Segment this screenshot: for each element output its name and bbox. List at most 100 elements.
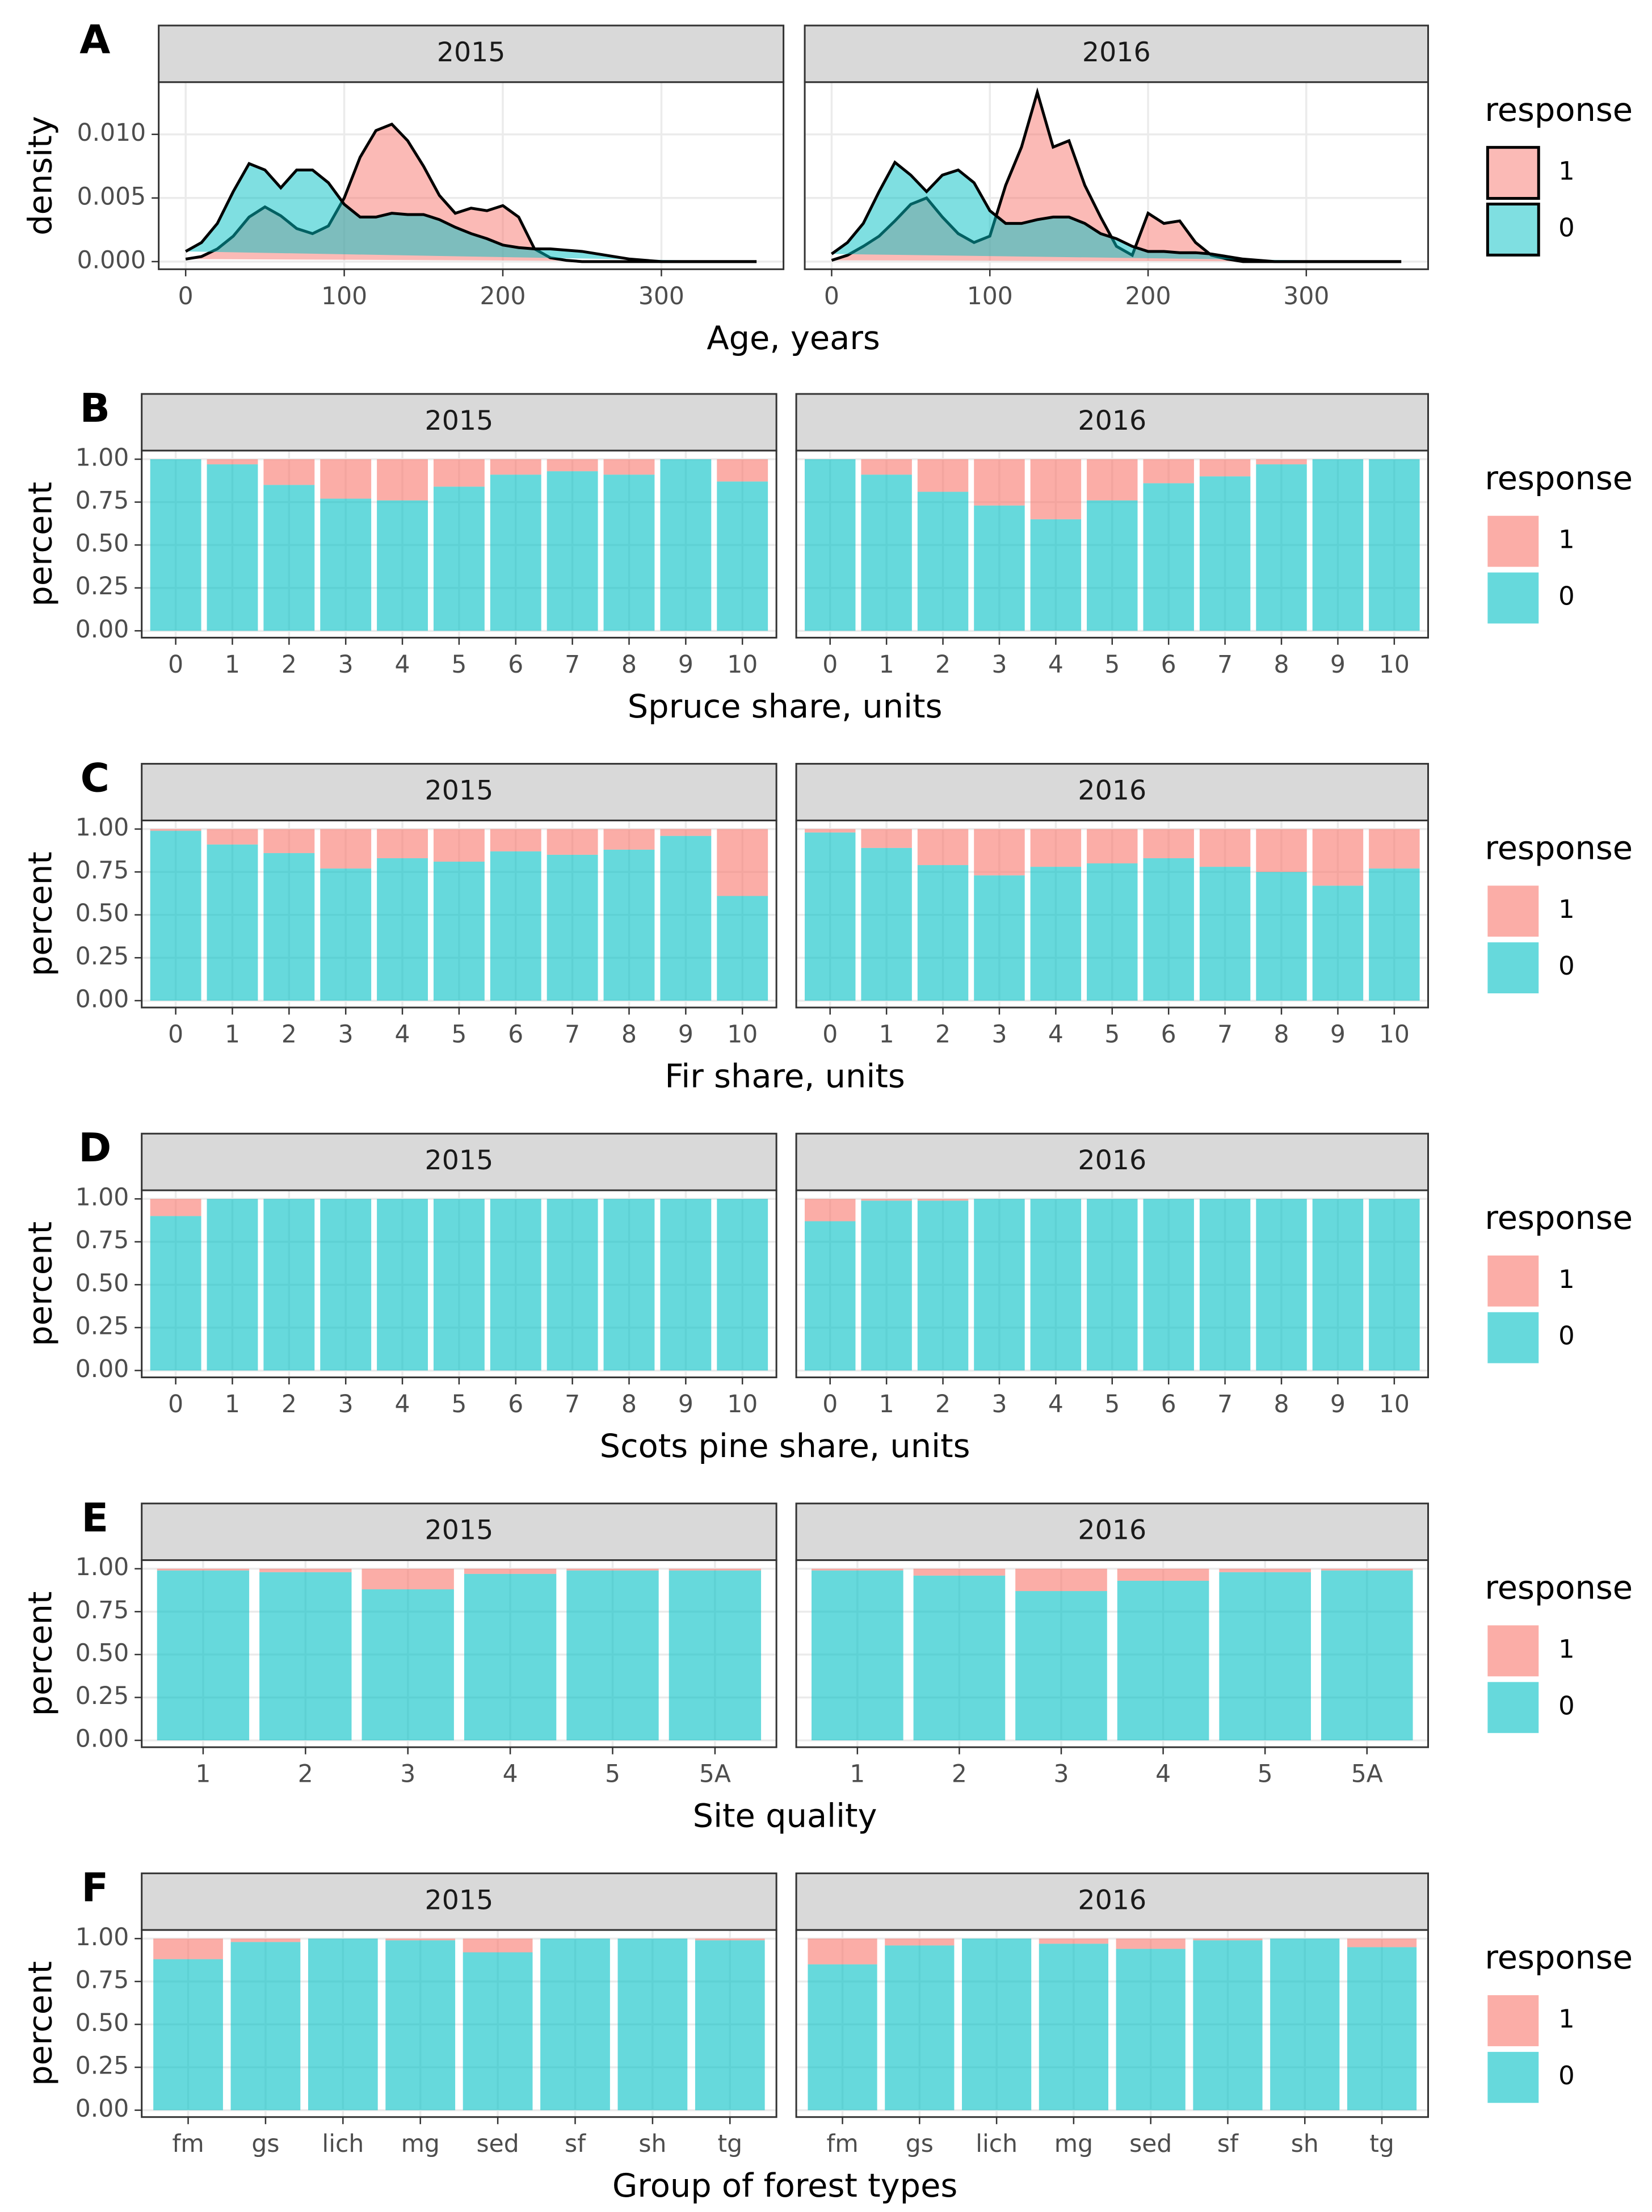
x-tick-label: sf (1217, 2130, 1239, 2158)
x-axis-title: Fir share, units (665, 1057, 905, 1095)
x-tick-label: 5A (699, 1761, 731, 1789)
y-axis-title: density (22, 116, 60, 235)
bar-segment (207, 459, 258, 465)
x-axis-title: Spruce share, units (628, 687, 943, 725)
x-tick-label: gs (906, 2130, 934, 2158)
x-tick-label: 1 (225, 651, 240, 679)
x-tick-label: 5A (1351, 1761, 1383, 1789)
strip-label: 2016 (1078, 775, 1146, 807)
y-tick-label: 0.00 (75, 2095, 129, 2123)
bar-segment (1143, 829, 1194, 858)
bar-segment (1117, 1568, 1209, 1581)
x-tick-label: 10 (727, 1021, 758, 1048)
x-tick-label: sf (565, 2130, 586, 2158)
bar-segment (320, 829, 372, 869)
legend-key (1487, 1682, 1539, 1733)
bar-segment (1270, 1938, 1340, 2110)
x-tick-label: 9 (1330, 651, 1346, 679)
y-axis-title: percent (22, 851, 60, 976)
bar-segment (433, 1199, 485, 1371)
y-tick-label: 0.000 (77, 246, 146, 274)
x-tick-label: 0 (178, 283, 194, 310)
x-tick-label: 4 (1048, 651, 1063, 679)
bar-segment (547, 829, 598, 855)
x-tick-label: 4 (1155, 1761, 1171, 1789)
x-tick-label: 1 (879, 1391, 894, 1418)
y-tick-label: 0.75 (75, 857, 129, 885)
x-tick-label: 3 (338, 1391, 354, 1418)
x-tick-label: tg (717, 2130, 742, 2158)
y-tick-label: 0.005 (77, 183, 146, 211)
legend-label: 0 (1558, 581, 1575, 611)
legend-label: 1 (1558, 524, 1575, 555)
bar-segment (230, 1938, 301, 1942)
y-axis-title: percent (22, 482, 60, 607)
y-tick-label: 0.25 (75, 573, 129, 601)
bar-segment (1256, 872, 1307, 1001)
bar-segment (603, 849, 655, 1001)
bar-segment (230, 1942, 301, 2110)
bar-segment (263, 459, 315, 485)
bar-segment (1219, 1568, 1311, 1572)
bar-segment (385, 1940, 456, 2110)
y-axis-title: percent (22, 1222, 60, 1346)
y-tick-label: 0.00 (75, 1355, 129, 1383)
bar-segment (1143, 858, 1194, 1001)
x-tick-label: 3 (400, 1761, 415, 1789)
x-tick-label: 9 (678, 651, 693, 679)
bar-segment (1143, 1199, 1194, 1371)
bar-segment (1312, 1199, 1364, 1371)
y-tick-label: 1.00 (75, 814, 129, 842)
density-area (830, 160, 1402, 263)
bar-segment (263, 853, 315, 1001)
x-tick-label: 5 (605, 1761, 620, 1789)
x-tick-label: 10 (1379, 651, 1410, 679)
bar-segment (547, 1199, 598, 1371)
x-tick-label: mg (401, 2130, 440, 2158)
panel-border (804, 81, 1430, 270)
bar-segment (263, 485, 315, 631)
panel-border (795, 1559, 1430, 1748)
panel-border (158, 81, 785, 270)
bar-segment (433, 459, 485, 487)
bar-segment (660, 1199, 712, 1371)
bar-segment (669, 1570, 762, 1741)
panel-border (795, 450, 1430, 639)
bar-segment (263, 1199, 315, 1371)
bar-segment (1030, 459, 1082, 519)
bar-segment (433, 829, 485, 862)
strip-label: 2016 (1078, 1884, 1146, 1916)
y-tick-label: 0.75 (75, 1227, 129, 1254)
x-tick-label: 0 (168, 1391, 183, 1418)
bar-segment (913, 1575, 1006, 1741)
bar-segment (1312, 885, 1364, 1001)
bar-segment (1321, 1570, 1413, 1741)
bar-segment (861, 475, 912, 631)
x-tick-label: 0 (822, 1391, 838, 1418)
x-tick-label: 3 (338, 1021, 354, 1048)
bar-segment (974, 875, 1025, 1001)
bar-segment (433, 862, 485, 1001)
legend-title: response (1485, 1569, 1633, 1607)
bar-segment (463, 1952, 533, 2110)
x-tick-label: 3 (991, 651, 1007, 679)
bar-segment (1039, 1938, 1108, 1944)
x-tick-label: 0 (168, 651, 183, 679)
x-tick-label: 9 (678, 1021, 693, 1048)
bar-segment (150, 1216, 201, 1371)
bar-segment (617, 1938, 688, 2110)
y-tick-label: 0.75 (75, 1966, 129, 1994)
y-tick-label: 0.75 (75, 487, 129, 515)
x-tick-label: 1 (879, 1021, 894, 1048)
bar-segment (804, 829, 856, 833)
strip (795, 763, 1430, 821)
bar-segment (1015, 1568, 1107, 1592)
y-tick-label: 0.75 (75, 1597, 129, 1625)
panel-letter: C (81, 755, 110, 801)
y-tick-label: 0.50 (75, 900, 129, 927)
x-tick-label: 1 (225, 1391, 240, 1418)
x-tick-label: 5 (451, 1391, 466, 1418)
legend-title: response (1485, 459, 1633, 497)
legend-title: response (1485, 91, 1633, 129)
bar-segment (207, 844, 258, 1001)
